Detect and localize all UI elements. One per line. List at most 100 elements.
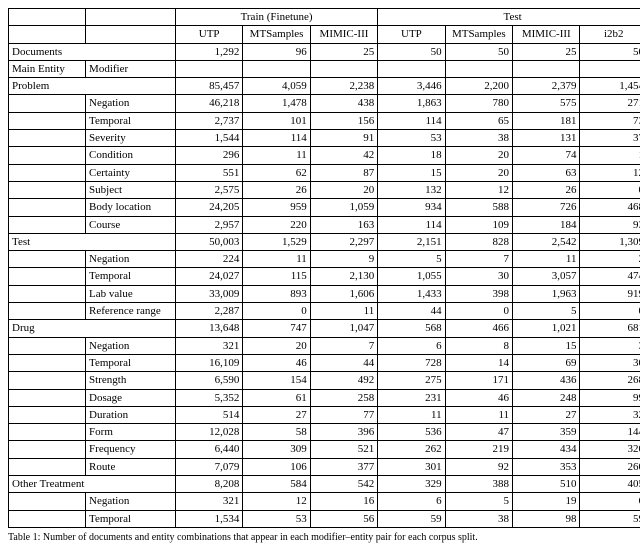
data-cell: 575: [513, 95, 580, 112]
data-cell: 258: [310, 389, 377, 406]
modifier-label: Modifier: [86, 60, 176, 77]
data-cell: 11: [378, 406, 445, 423]
data-cell: 2,737: [175, 112, 242, 129]
data-cell: 20: [445, 164, 512, 181]
data-cell: 38: [445, 510, 512, 527]
data-cell: 6,590: [175, 372, 242, 389]
blank-cell: [9, 216, 86, 233]
data-cell: 58: [243, 424, 310, 441]
modifier-row: Course 2,95722016311410918493: [9, 216, 640, 233]
modifier-row: Dosage 5,352612582314624899: [9, 389, 640, 406]
data-cell: 50: [580, 43, 640, 60]
data-cell: 2,238: [310, 78, 377, 95]
data-cell: 1,047: [310, 320, 377, 337]
data-cell: 44: [378, 303, 445, 320]
group-label: Other Treatment: [9, 476, 176, 493]
data-cell: 1,292: [175, 43, 242, 60]
data-cell: 131: [513, 130, 580, 147]
data-cell: 14: [445, 354, 512, 371]
data-cell: 320: [580, 441, 640, 458]
data-cell: 474: [580, 268, 640, 285]
data-cell: 38: [445, 130, 512, 147]
data-cell: 220: [243, 216, 310, 233]
blank-cell: [9, 112, 86, 129]
blank-cell: [9, 458, 86, 475]
data-cell: 551: [175, 164, 242, 181]
data-cell: 388: [445, 476, 512, 493]
data-cell: 5,352: [175, 389, 242, 406]
data-cell: 919: [580, 285, 640, 302]
modifier-name: Condition: [86, 147, 176, 164]
modifier-row: Form 12,0285839653647359144: [9, 424, 640, 441]
data-cell: 1,529: [243, 233, 310, 250]
data-cell: 0: [243, 303, 310, 320]
data-cell: 2,297: [310, 233, 377, 250]
data-cell: 5: [513, 303, 580, 320]
modifier-row: Severity 1,54411491533813137: [9, 130, 640, 147]
modifier-name: Negation: [86, 337, 176, 354]
data-cell: 144: [580, 424, 640, 441]
data-cell: 163: [310, 216, 377, 233]
data-cell: 16,109: [175, 354, 242, 371]
modifier-row: Condition 29611421820741: [9, 147, 640, 164]
data-cell: 262: [378, 441, 445, 458]
data-cell: 2,575: [175, 181, 242, 198]
blank-cell: [9, 26, 86, 43]
data-cell: 46: [243, 354, 310, 371]
data-cell: 275: [378, 372, 445, 389]
data-cell: 296: [175, 147, 242, 164]
data-cell: 219: [445, 441, 512, 458]
data-cell: 514: [175, 406, 242, 423]
data-cell: 3: [580, 337, 640, 354]
blank-cell: [9, 181, 86, 198]
data-cell: 3,446: [378, 78, 445, 95]
data-cell: 156: [310, 112, 377, 129]
data-cell: 6,440: [175, 441, 242, 458]
data-cell: 50,003: [175, 233, 242, 250]
blank-cell: [9, 372, 86, 389]
data-cell: 377: [310, 458, 377, 475]
modifier-name: Temporal: [86, 112, 176, 129]
blank-cell: [9, 199, 86, 216]
modifier-row: Certainty 551628715206312: [9, 164, 640, 181]
data-cell: 1,454: [580, 78, 640, 95]
data-cell: 1,606: [310, 285, 377, 302]
modifier-row: Negation 32120768153: [9, 337, 640, 354]
data-cell: 398: [445, 285, 512, 302]
data-cell: 154: [243, 372, 310, 389]
data-cell: 15: [378, 164, 445, 181]
data-cell: 12: [445, 181, 512, 198]
data-cell: 12: [580, 164, 640, 181]
data-cell: 260: [580, 458, 640, 475]
data-cell: 510: [513, 476, 580, 493]
data-cell: 27: [243, 406, 310, 423]
data-cell: 1,478: [243, 95, 310, 112]
data-cell: 492: [310, 372, 377, 389]
data-cell: 2,130: [310, 268, 377, 285]
data-cell: 59: [580, 510, 640, 527]
blank-cell: [9, 354, 86, 371]
data-cell: 231: [378, 389, 445, 406]
col-header: UTP: [175, 26, 242, 43]
data-cell: 73: [580, 112, 640, 129]
data-cell: 2,542: [513, 233, 580, 250]
col-header: MIMIC-III: [310, 26, 377, 43]
blank-cell: [86, 26, 176, 43]
data-cell: 24,027: [175, 268, 242, 285]
group-label: Test: [9, 233, 176, 250]
data-cell: 309: [243, 441, 310, 458]
data-cell: 1: [580, 147, 640, 164]
blank-cell: [9, 9, 86, 26]
data-cell: 681: [580, 320, 640, 337]
data-cell: 359: [513, 424, 580, 441]
data-cell: 0: [445, 303, 512, 320]
data-cell: 33,009: [175, 285, 242, 302]
data-cell: 114: [378, 112, 445, 129]
data-cell: 405: [580, 476, 640, 493]
modifier-row: Lab value 33,0098931,6061,4333981,963919: [9, 285, 640, 302]
data-cell: 61: [243, 389, 310, 406]
data-cell: 74: [513, 147, 580, 164]
blank-cell: [9, 441, 86, 458]
modifier-name: Negation: [86, 251, 176, 268]
data-cell: 5: [378, 251, 445, 268]
